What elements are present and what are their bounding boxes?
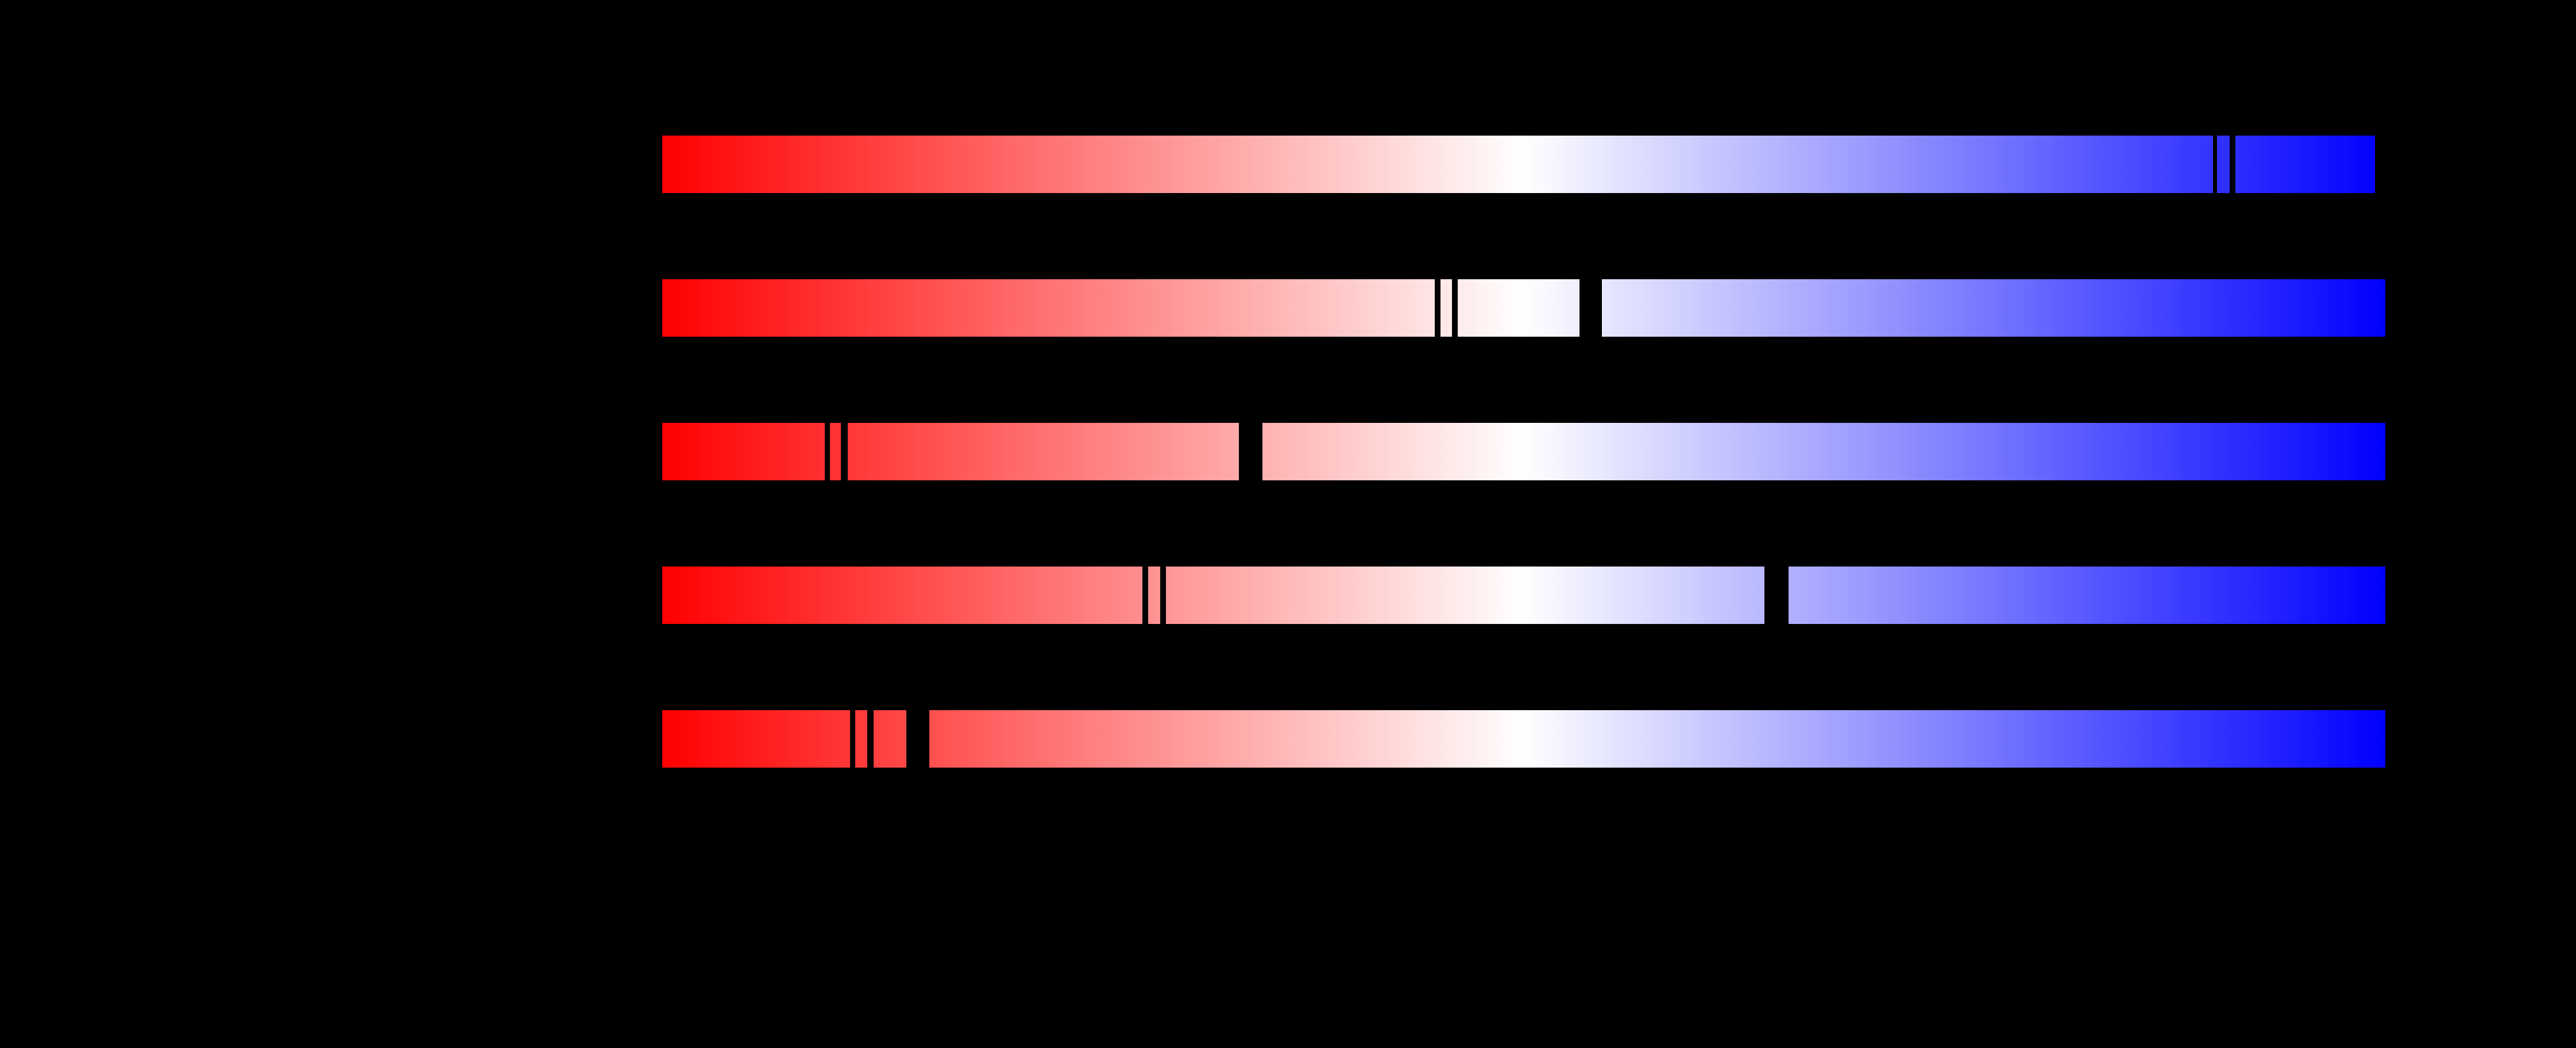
track-1-gap-thin: [2230, 135, 2235, 194]
track-1-gap-wide-end-truncation: [2375, 135, 2385, 194]
gradient-bar-track-1: [662, 135, 2385, 194]
track-4-gap-wide: [1764, 566, 1789, 625]
gradient-bar-track-2: [662, 279, 2385, 337]
track-2-gap-wide: [1579, 279, 1602, 337]
track-1-gap-thin: [2213, 135, 2217, 194]
track-5-gap-wide: [906, 710, 929, 768]
track-5-gap-thin: [867, 710, 874, 768]
track-3-gap-wide: [1239, 422, 1262, 481]
track-5-gap-thin: [849, 710, 855, 768]
track-2-gap-thin: [1434, 279, 1441, 337]
gradient-bar-track-5: [662, 710, 2385, 768]
track-3-gap-thin: [824, 422, 830, 481]
track-3-gap-thin: [841, 422, 848, 481]
gradient-bar-track-3: [662, 422, 2385, 481]
gradient-bar-track-4: [662, 566, 2385, 625]
track-4-gap-thin: [1142, 566, 1148, 625]
track-4-gap-thin: [1160, 566, 1166, 625]
track-2-gap-thin: [1451, 279, 1458, 337]
